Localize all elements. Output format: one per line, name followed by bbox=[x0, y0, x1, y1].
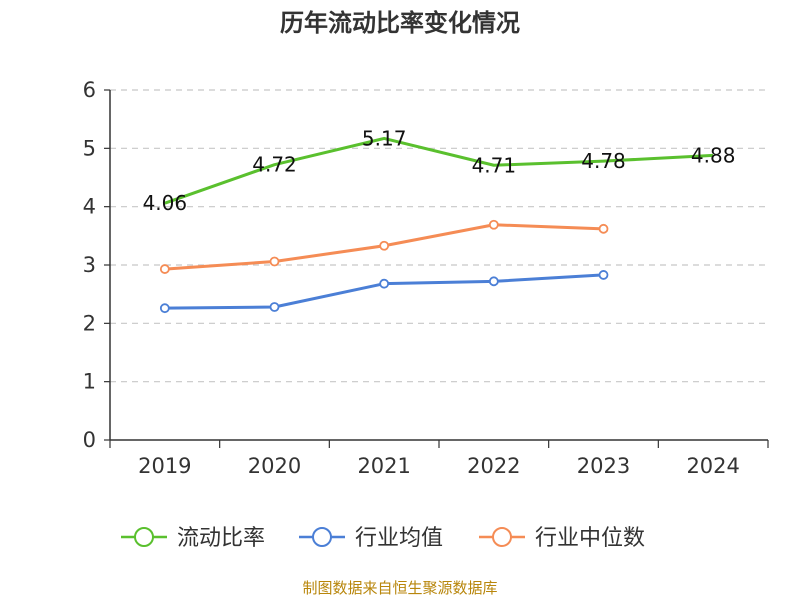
series-point bbox=[488, 276, 499, 287]
legend-swatch-marker bbox=[134, 527, 154, 547]
series-point bbox=[159, 264, 170, 274]
source-note: 制图数据来自恒生聚源数据库 bbox=[302, 579, 498, 597]
data-label: 4.78 bbox=[581, 149, 626, 173]
legend-item-0: 流动比率 bbox=[121, 526, 265, 551]
x-tick-label: 2020 bbox=[248, 454, 301, 478]
y-tick-label: 6 bbox=[83, 78, 96, 102]
y-tick-label: 1 bbox=[83, 370, 96, 394]
data-label: 4.71 bbox=[472, 153, 517, 177]
series-line-0 bbox=[164, 136, 714, 205]
legend-label: 流动比率 bbox=[177, 526, 265, 551]
legend-item-1: 行业均值 bbox=[299, 526, 443, 551]
data-label: 4.88 bbox=[691, 143, 736, 167]
legend-swatch-marker bbox=[492, 527, 512, 547]
legend-swatch-marker bbox=[312, 527, 332, 547]
legend-label: 行业均值 bbox=[355, 526, 443, 551]
series-point bbox=[379, 278, 390, 289]
data-label: 4.72 bbox=[252, 153, 297, 177]
series-point bbox=[159, 303, 170, 314]
x-tick-label: 2019 bbox=[138, 454, 191, 478]
series-point bbox=[598, 270, 609, 280]
axes: 0 1 2 3 4 5 6 2019 2020 2021 2022 2023 2024 bbox=[83, 78, 769, 478]
data-label: 4.06 bbox=[143, 191, 188, 215]
x-tick-label: 2022 bbox=[467, 454, 520, 478]
legend: 流动比率 行业均值 行业中位数 bbox=[121, 526, 645, 551]
y-tick-label: 4 bbox=[83, 195, 96, 219]
x-tick-label: 2021 bbox=[357, 454, 410, 478]
series-point bbox=[598, 223, 609, 234]
y-tick-label: 5 bbox=[83, 136, 96, 160]
series-point bbox=[269, 302, 280, 312]
series-point bbox=[379, 240, 390, 251]
y-tick-label: 2 bbox=[83, 311, 96, 335]
data-label: 5.17 bbox=[362, 126, 407, 150]
series-lines bbox=[159, 136, 714, 314]
series-point bbox=[269, 256, 280, 267]
x-tick-label: 2024 bbox=[686, 454, 739, 478]
y-tick-label: 0 bbox=[83, 428, 96, 452]
y-tick-label: 3 bbox=[83, 253, 96, 277]
series-point bbox=[488, 219, 499, 230]
legend-label: 行业中位数 bbox=[535, 526, 645, 551]
legend-item-2: 行业中位数 bbox=[479, 526, 645, 551]
chart-title: 历年流动比率变化情况 bbox=[280, 9, 520, 37]
data-labels: 4.06 4.72 5.17 4.71 4.78 4.88 bbox=[143, 126, 736, 215]
x-tick-label: 2023 bbox=[577, 454, 630, 478]
